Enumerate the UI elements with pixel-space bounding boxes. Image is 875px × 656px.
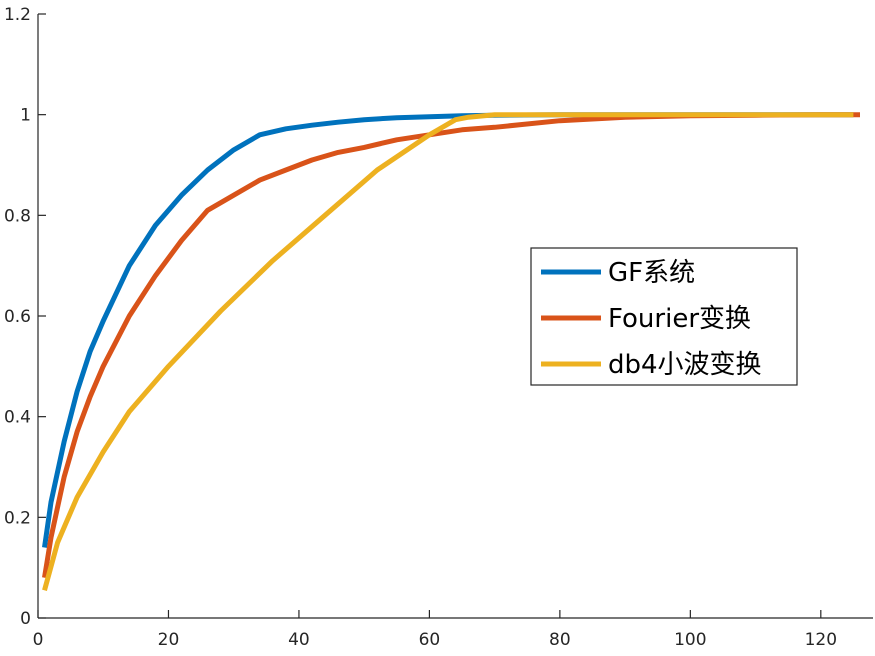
- y-tick-label: 1.2: [4, 5, 31, 25]
- x-tick-label: 120: [805, 630, 837, 650]
- legend-label-3: db4小波变换: [608, 350, 762, 380]
- y-tick-label: 0: [20, 609, 31, 629]
- y-tick-label: 1: [20, 106, 31, 126]
- y-tick-label: 0.2: [4, 508, 31, 528]
- y-tick-label: 0.4: [4, 408, 31, 428]
- x-tick-label: 0: [33, 630, 44, 650]
- legend: GF系统 Fourier变换 db4小波变换: [530, 247, 798, 386]
- x-tick-label: 20: [158, 630, 180, 650]
- series-lines: [42, 112, 860, 591]
- x-tick-label: 40: [288, 630, 310, 650]
- x-tick-label: 60: [419, 630, 441, 650]
- x-tick-label: 100: [674, 630, 706, 650]
- axes: 0 20 40 60 80 100 120 0 0.2 0.4 0.6 0.8 1 1.2: [4, 5, 873, 650]
- legend-label-2: Fourier变换: [608, 304, 751, 334]
- x-tick-label: 80: [549, 630, 571, 650]
- y-tick-label: 0.6: [4, 307, 31, 327]
- legend-label-1: GF系统: [608, 258, 695, 288]
- y-tick-label: 0.8: [4, 206, 31, 226]
- series-line-3: [42, 112, 854, 591]
- series-line-2: [42, 112, 860, 579]
